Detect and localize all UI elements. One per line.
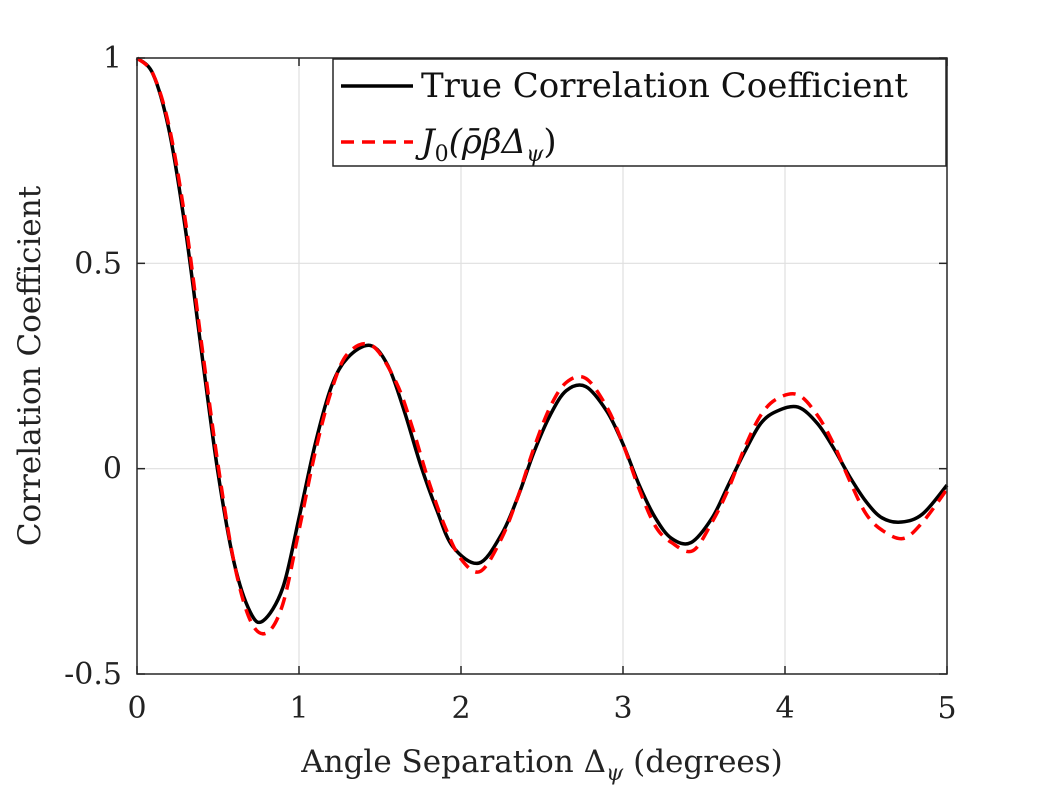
x-tick-label: 1 — [289, 691, 308, 726]
plot-area-frame — [136, 57, 948, 675]
x-tick-label: 3 — [613, 691, 632, 726]
legend-box — [332, 58, 947, 167]
legend-entry-true-correlation: True Correlation Coefficient — [341, 66, 908, 106]
x-tick-label: 4 — [775, 691, 794, 726]
x-axis-title: Angle Separation Δψ (degrees) — [300, 744, 783, 785]
legend-bessel-subscript: ψ — [526, 142, 544, 167]
x-axis-title-main: Angle Separation Δ — [300, 744, 606, 780]
legend-bessel-argument: (ρ̄βΔ — [449, 122, 526, 162]
y-axis-title: Correlation Coefficient — [12, 185, 48, 546]
x-tick-label: 5 — [937, 691, 956, 726]
y-tick-label: 0.5 — [74, 246, 122, 281]
series-line-bessel-j0 — [135, 56, 949, 636]
legend-label-true-correlation: True Correlation Coefficient — [421, 66, 908, 106]
legend-label-bessel: J0(ρ̄βΔψ) — [415, 122, 557, 167]
y-tick-label: 0 — [103, 452, 122, 487]
legend-entry-bessel: J0(ρ̄βΔψ) — [341, 122, 557, 167]
tick-layer: 0 1 2 3 4 5-0.500.51 — [64, 41, 956, 726]
x-tick-label: 0 — [127, 691, 146, 726]
legend-bessel-close: ) — [543, 122, 556, 162]
series-layer — [135, 56, 949, 636]
series-line-true-correlation — [135, 56, 949, 625]
legend-bessel-j: J — [415, 122, 437, 162]
x-axis-title-subscript: ψ — [606, 761, 624, 785]
x-tick-label: 2 — [451, 691, 470, 726]
legend-bessel-order: 0 — [435, 142, 449, 167]
y-tick-label: -0.5 — [64, 657, 122, 692]
y-tick-label: 1 — [103, 41, 122, 76]
legend: True Correlation Coefficient J0(ρ̄βΔψ) — [332, 58, 947, 167]
x-axis-title-tail: (degrees) — [623, 744, 783, 780]
